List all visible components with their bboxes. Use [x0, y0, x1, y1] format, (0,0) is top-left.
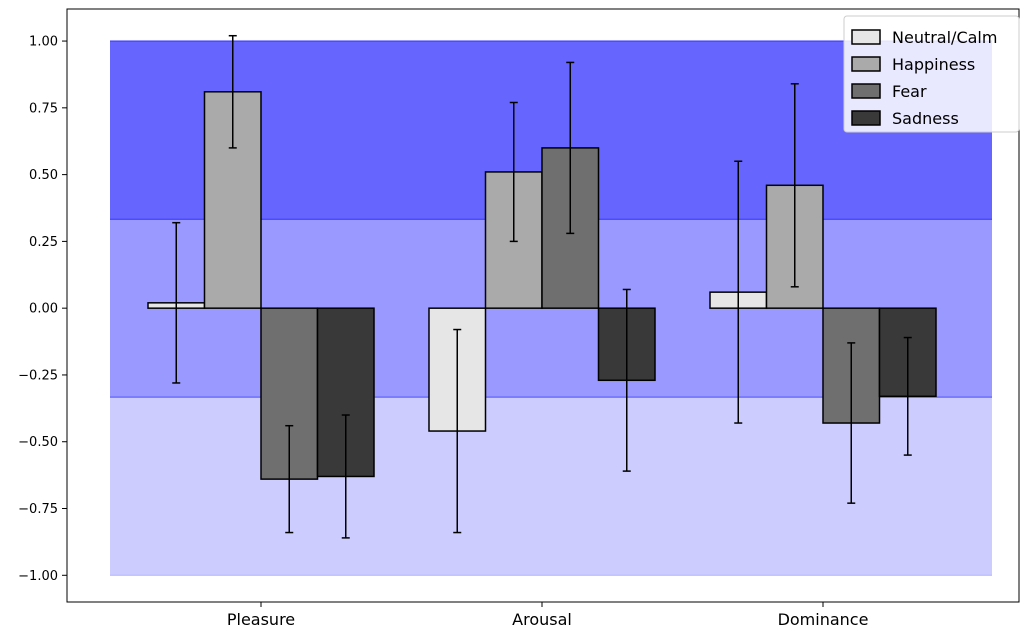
y-tick-label: −0.50	[18, 435, 58, 450]
y-tick-label: 0.25	[29, 235, 58, 250]
error-bars	[172, 34, 912, 539]
error-bar-happiness-dominance	[790, 83, 799, 288]
legend-box	[843, 15, 1020, 133]
error-bar-sadness-dominance	[903, 336, 912, 456]
legend-label-sadness: Sadness	[892, 109, 959, 128]
x-tick-label-dominance: Dominance	[778, 610, 869, 629]
y-tick-label: −1.00	[18, 569, 58, 584]
x-tick-label-pleasure: Pleasure	[227, 610, 295, 629]
error-bar-neutral-calm-pleasure	[172, 221, 181, 384]
y-tick-label: 1.00	[29, 35, 58, 50]
x-axis: Pleasure Arousal Dominance	[227, 602, 869, 629]
legend-swatch-happiness	[851, 56, 881, 72]
legend-swatch-sadness	[851, 110, 881, 126]
y-tick-label: −0.75	[18, 502, 58, 517]
band-1	[110, 397, 992, 576]
error-bar-sadness-pleasure	[341, 414, 350, 539]
plot-frame	[66, 8, 1020, 603]
y-tick-label: 0.00	[29, 302, 58, 317]
y-tick-label: 0.75	[29, 101, 58, 116]
y-axis: 1.00 0.75 0.50 0.25 0.00 −0.25 −0.50 −0.75 −1.00	[18, 35, 67, 584]
legend-swatch-neutral-calm	[851, 29, 881, 45]
error-bar-happiness-arousal	[509, 101, 518, 243]
error-bar-neutral-calm-arousal	[453, 328, 462, 534]
legend-label-neutral-calm: Neutral/Calm	[892, 28, 997, 47]
error-bar-fear-pleasure	[285, 424, 294, 534]
y-tick-label: −0.25	[18, 368, 58, 383]
legend-label-fear: Fear	[892, 82, 927, 101]
error-bar-happiness-pleasure	[228, 34, 237, 149]
y-tick-label: 0.50	[29, 168, 58, 183]
error-bar-fear-dominance	[847, 342, 856, 504]
error-bar-fear-arousal	[566, 61, 575, 235]
x-tick-label-arousal: Arousal	[512, 610, 572, 629]
legend-swatch-fear	[851, 83, 881, 99]
legend: Neutral/Calm Happiness Fear Sadness	[843, 15, 1020, 133]
error-bar-neutral-calm-dominance	[734, 160, 743, 424]
legend-label-happiness: Happiness	[892, 55, 975, 74]
error-bar-sadness-arousal	[622, 288, 631, 472]
